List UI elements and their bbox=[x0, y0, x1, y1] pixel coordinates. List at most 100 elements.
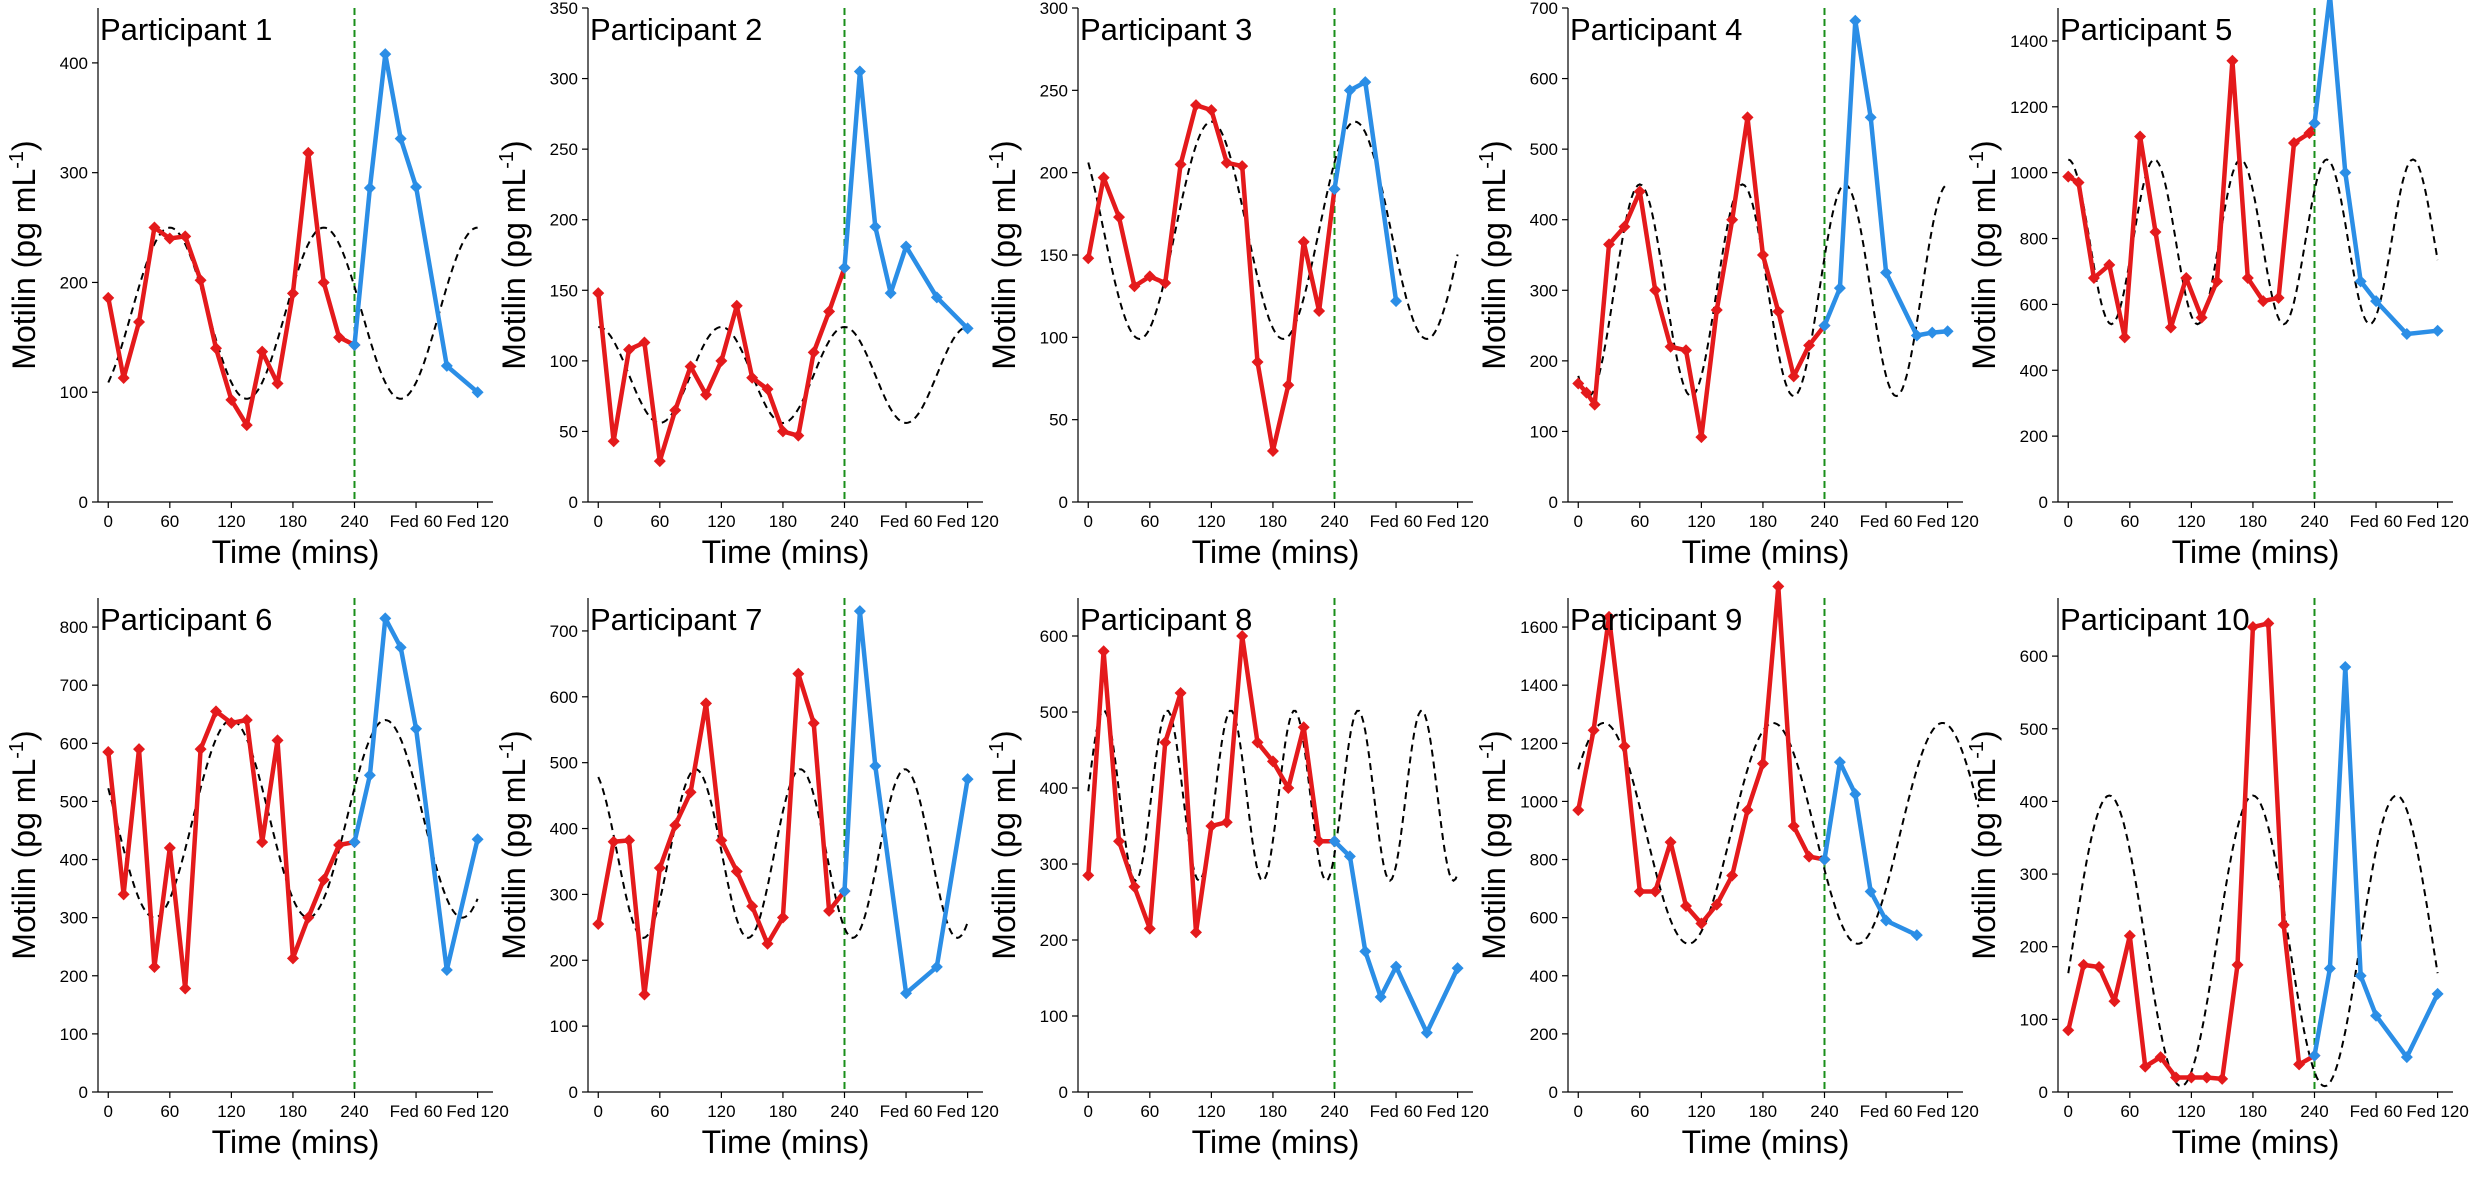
fasted-data-point bbox=[1803, 339, 1816, 352]
fasted-data-point bbox=[1282, 782, 1295, 794]
fed-data-point bbox=[363, 769, 376, 782]
panel-title: Participant 3 bbox=[1080, 12, 1252, 47]
x-tick-label: Fed 120 bbox=[1916, 512, 1978, 531]
y-axis-title: Motilin (pg mL-1) bbox=[6, 730, 42, 959]
fasted-data-point bbox=[2277, 918, 2290, 931]
fasted-data-point bbox=[1189, 99, 1202, 112]
y-tick-label: 1400 bbox=[1520, 676, 1558, 695]
x-tick-label: Fed 60 bbox=[1860, 512, 1913, 531]
fasted-data-point bbox=[1205, 820, 1218, 832]
y-tick-label: 700 bbox=[60, 676, 88, 695]
fasted-data-point bbox=[1572, 804, 1585, 817]
fasted-data-point bbox=[1618, 740, 1631, 753]
y-tick-label: 100 bbox=[1040, 1007, 1068, 1026]
fed-series-line bbox=[1332, 79, 1399, 302]
y-tick-label: 300 bbox=[1040, 855, 1068, 874]
x-tick-label: Fed 60 bbox=[1370, 1102, 1423, 1121]
y-tick-label: 0 bbox=[79, 493, 88, 512]
fasted-data-point bbox=[1741, 804, 1754, 817]
x-tick-label: 240 bbox=[830, 512, 858, 531]
fasted-data-point bbox=[225, 393, 238, 406]
x-tick-label: 120 bbox=[1687, 512, 1715, 531]
fed-series-line bbox=[1332, 839, 1460, 1035]
fasted-data-point bbox=[669, 404, 682, 417]
fasted-data-point bbox=[2216, 1072, 2229, 1085]
fasted-data-point bbox=[1679, 344, 1692, 357]
y-axis-title-main: Motilin (pg mL bbox=[986, 759, 1022, 960]
x-tick-label: Fed 120 bbox=[2406, 1102, 2468, 1121]
x-tick-label: Fed 60 bbox=[1860, 1102, 1913, 1121]
fasted-data-point bbox=[117, 371, 130, 384]
y-tick-label: 100 bbox=[60, 1025, 88, 1044]
fasted-data-point bbox=[317, 873, 330, 886]
fasted-data-point bbox=[209, 342, 222, 355]
fasted-data-point bbox=[1772, 580, 1785, 593]
fasted-data-point bbox=[1266, 755, 1279, 768]
fasted-data-point bbox=[1603, 238, 1616, 251]
fed-data-point bbox=[440, 963, 453, 976]
fed-data-point bbox=[1818, 853, 1831, 866]
fasted-data-point bbox=[1710, 898, 1723, 911]
y-axis-title-superscript: -1 bbox=[1966, 151, 1988, 169]
x-tick-label: Fed 120 bbox=[2406, 512, 2468, 531]
fasted-data-point bbox=[133, 315, 146, 328]
x-axis-title: Time (mins) bbox=[2172, 1124, 2340, 1160]
y-axis-title-superscript: -1 bbox=[6, 741, 28, 759]
fasted-data-point bbox=[1128, 880, 1141, 893]
fasted-data-point bbox=[761, 937, 774, 950]
fasted-data-point bbox=[256, 345, 269, 358]
x-tick-label: 120 bbox=[1197, 512, 1225, 531]
fasted-data-point bbox=[746, 371, 759, 384]
y-axis-title-superscript: -1 bbox=[6, 151, 28, 169]
y-axis-title: Motilin (pg mL-1) bbox=[986, 730, 1022, 959]
y-tick-label: 100 bbox=[1530, 422, 1558, 441]
fasted-data-point bbox=[1587, 724, 1600, 737]
fasted-data-point bbox=[2293, 1058, 2306, 1071]
fasted-data-point bbox=[194, 274, 207, 287]
fasted-data-point bbox=[163, 841, 176, 854]
x-tick-label: 180 bbox=[1749, 1102, 1777, 1121]
fasted-data-point bbox=[1097, 171, 1110, 184]
x-tick-label: 60 bbox=[1630, 1102, 1649, 1121]
fasted-data-point bbox=[148, 961, 161, 974]
fasted-data-point bbox=[1082, 252, 1095, 265]
x-tick-label: 180 bbox=[769, 1102, 797, 1121]
y-tick-label: 250 bbox=[1040, 81, 1068, 100]
fed-data-point bbox=[1910, 929, 1923, 942]
fed-data-point bbox=[1359, 76, 1372, 89]
fed-data-point bbox=[1849, 788, 1862, 801]
y-tick-label: 0 bbox=[1549, 1083, 1558, 1102]
fasted-data-point bbox=[684, 360, 697, 373]
y-tick-label: 200 bbox=[60, 967, 88, 986]
y-tick-label: 400 bbox=[2020, 361, 2048, 380]
x-tick-label: 240 bbox=[1320, 1102, 1348, 1121]
x-tick-label: 120 bbox=[217, 512, 245, 531]
x-tick-label: 60 bbox=[2120, 512, 2139, 531]
x-tick-label: 60 bbox=[160, 1102, 179, 1121]
x-tick-label: 240 bbox=[2300, 1102, 2328, 1121]
fed-data-point bbox=[1818, 319, 1831, 332]
cosinor-fit-curve bbox=[107, 226, 478, 400]
fasted-data-point bbox=[1251, 736, 1264, 749]
fasted-data-point bbox=[102, 746, 115, 759]
fed-series-line bbox=[1822, 759, 1918, 938]
fasted-data-point bbox=[1189, 926, 1202, 939]
fasted-data-point bbox=[1143, 270, 1156, 283]
y-tick-label: 200 bbox=[550, 211, 578, 230]
x-tick-label: 240 bbox=[1320, 512, 1348, 531]
fasted-data-point bbox=[1756, 249, 1769, 261]
fed-data-point bbox=[2339, 661, 2352, 674]
x-tick-label: Fed 120 bbox=[1426, 512, 1488, 531]
y-tick-label: 1000 bbox=[2010, 164, 2048, 183]
y-tick-label: 600 bbox=[60, 734, 88, 753]
fed-data-point bbox=[348, 339, 361, 352]
panel-title: Participant 6 bbox=[100, 602, 272, 637]
fed-data-point bbox=[2308, 117, 2321, 130]
x-tick-label: Fed 60 bbox=[2350, 1102, 2403, 1121]
fed-data-point bbox=[1880, 266, 1893, 279]
x-tick-label: 60 bbox=[2120, 1102, 2139, 1121]
fasted-data-point bbox=[2200, 1071, 2213, 1084]
y-axis-title: Motilin (pg mL-1) bbox=[6, 140, 42, 369]
x-tick-label: 0 bbox=[2064, 512, 2073, 531]
